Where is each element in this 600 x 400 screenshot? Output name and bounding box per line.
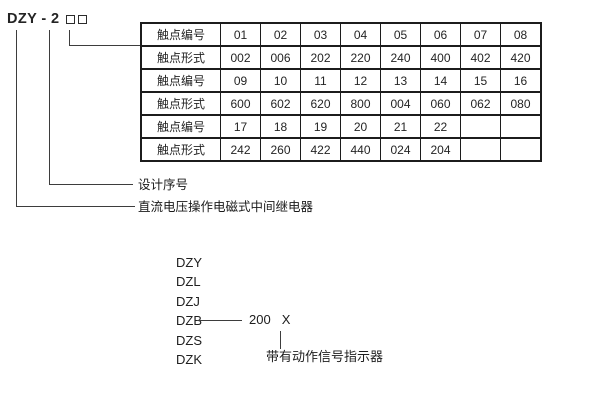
table-cell: 12	[340, 68, 381, 93]
table-cell: 004	[380, 91, 421, 116]
table-cell: 220	[340, 45, 381, 70]
table-cell: 602	[260, 91, 301, 116]
connector-line-relay-type-horizontal	[16, 205, 135, 207]
model-prefix-list: DZY DZL DZJ DZB DZS DZK	[176, 256, 202, 366]
model-prefix-item: DZK	[176, 351, 202, 367]
table-cell: 202	[300, 45, 341, 70]
dzb-example-connector-line	[197, 320, 242, 322]
table-cell: 800	[340, 91, 381, 116]
table-row: 触点编号 17 18 19 20 21 22	[140, 114, 542, 139]
table-cell: 14	[420, 68, 461, 93]
model-example-suffix: X	[281, 312, 291, 327]
table-cell: 11	[300, 68, 341, 93]
table-cell: 18	[260, 114, 301, 139]
table-cell: 06	[420, 22, 461, 47]
row-header-cell: 触点形式	[140, 45, 221, 70]
table-cell: 006	[260, 45, 301, 70]
connector-line-relay-type	[16, 30, 18, 206]
table-cell: 062	[460, 91, 501, 116]
contact-table-body: 触点编号 01 02 03 04 05 06 07 08 触点形式 002 006 202 220 240 4…	[140, 22, 542, 162]
model-prefix-item: DZB	[176, 313, 202, 329]
connector-line-design-serial-horizontal	[49, 183, 133, 185]
placeholder-square	[65, 14, 75, 24]
table-cell: 22	[420, 114, 461, 139]
table-cell: 204	[420, 137, 461, 162]
model-prefix-item: DZL	[176, 274, 201, 290]
table-cell: 19	[300, 114, 341, 139]
table-row: 触点形式 242 260 422 440 024 204	[140, 137, 542, 162]
row-header-cell: 触点编号	[140, 114, 221, 139]
table-cell: 17	[220, 114, 261, 139]
table-cell: 04	[340, 22, 381, 47]
model-code: DZY - 2	[7, 11, 87, 27]
table-cell: 420	[500, 45, 542, 70]
model-placeholder-squares	[65, 14, 87, 24]
table-cell: 05	[380, 22, 421, 47]
table-cell: 01	[220, 22, 261, 47]
table-cell: 240	[380, 45, 421, 70]
table-cell: 422	[300, 137, 341, 162]
table-cell: 400	[420, 45, 461, 70]
table-cell: 21	[380, 114, 421, 139]
model-example-number: 200	[249, 312, 271, 327]
row-header-cell: 触点编号	[140, 22, 221, 47]
table-cell: 440	[340, 137, 381, 162]
table-cell: 080	[500, 91, 542, 116]
connector-line-contact-code-horizontal	[69, 44, 140, 46]
table-cell	[500, 114, 542, 139]
table-cell: 402	[460, 45, 501, 70]
table-cell: 03	[300, 22, 341, 47]
table-row: 触点编号 01 02 03 04 05 06 07 08	[140, 22, 542, 47]
table-cell: 09	[220, 68, 261, 93]
table-cell: 242	[220, 137, 261, 162]
table-cell: 02	[260, 22, 301, 47]
row-header-cell: 触点形式	[140, 137, 221, 162]
table-cell: 002	[220, 45, 261, 70]
model-code-text: DZY - 2	[7, 11, 60, 27]
table-cell: 20	[340, 114, 381, 139]
suffix-note: 带有动作信号指示器	[266, 349, 384, 364]
table-cell: 260	[260, 137, 301, 162]
table-cell: 15	[460, 68, 501, 93]
table-cell	[500, 137, 542, 162]
model-prefix-item: DZJ	[176, 293, 200, 309]
table-cell: 16	[500, 68, 542, 93]
table-cell: 620	[300, 91, 341, 116]
callout-design-serial: 设计序号	[138, 178, 189, 192]
table-cell: 060	[420, 91, 461, 116]
row-header-cell: 触点编号	[140, 68, 221, 93]
suffix-connector-line	[280, 331, 282, 349]
table-cell: 08	[500, 22, 542, 47]
table-cell: 600	[220, 91, 261, 116]
contact-table: 触点编号 01 02 03 04 05 06 07 08 触点形式 002 006 202 220 240 4…	[140, 22, 542, 162]
table-row: 触点编号 09 10 11 12 13 14 15 16	[140, 68, 542, 93]
callout-relay-description: 直流电压操作电磁式中间继电器	[138, 200, 314, 214]
table-cell	[460, 137, 501, 162]
placeholder-square	[77, 14, 87, 24]
table-cell: 024	[380, 137, 421, 162]
table-row: 触点形式 002 006 202 220 240 400 402 420	[140, 45, 542, 70]
model-prefix-item: DZY	[176, 255, 202, 270]
row-header-cell: 触点形式	[140, 91, 221, 116]
connector-line-design-serial	[49, 30, 51, 184]
model-prefix-item: DZS	[176, 332, 202, 348]
connector-line-contact-code	[69, 30, 71, 46]
table-cell: 07	[460, 22, 501, 47]
model-example: 200 X	[249, 313, 290, 326]
table-cell	[460, 114, 501, 139]
table-row: 触点形式 600 602 620 800 004 060 062 080	[140, 91, 542, 116]
table-cell: 13	[380, 68, 421, 93]
table-cell: 10	[260, 68, 301, 93]
